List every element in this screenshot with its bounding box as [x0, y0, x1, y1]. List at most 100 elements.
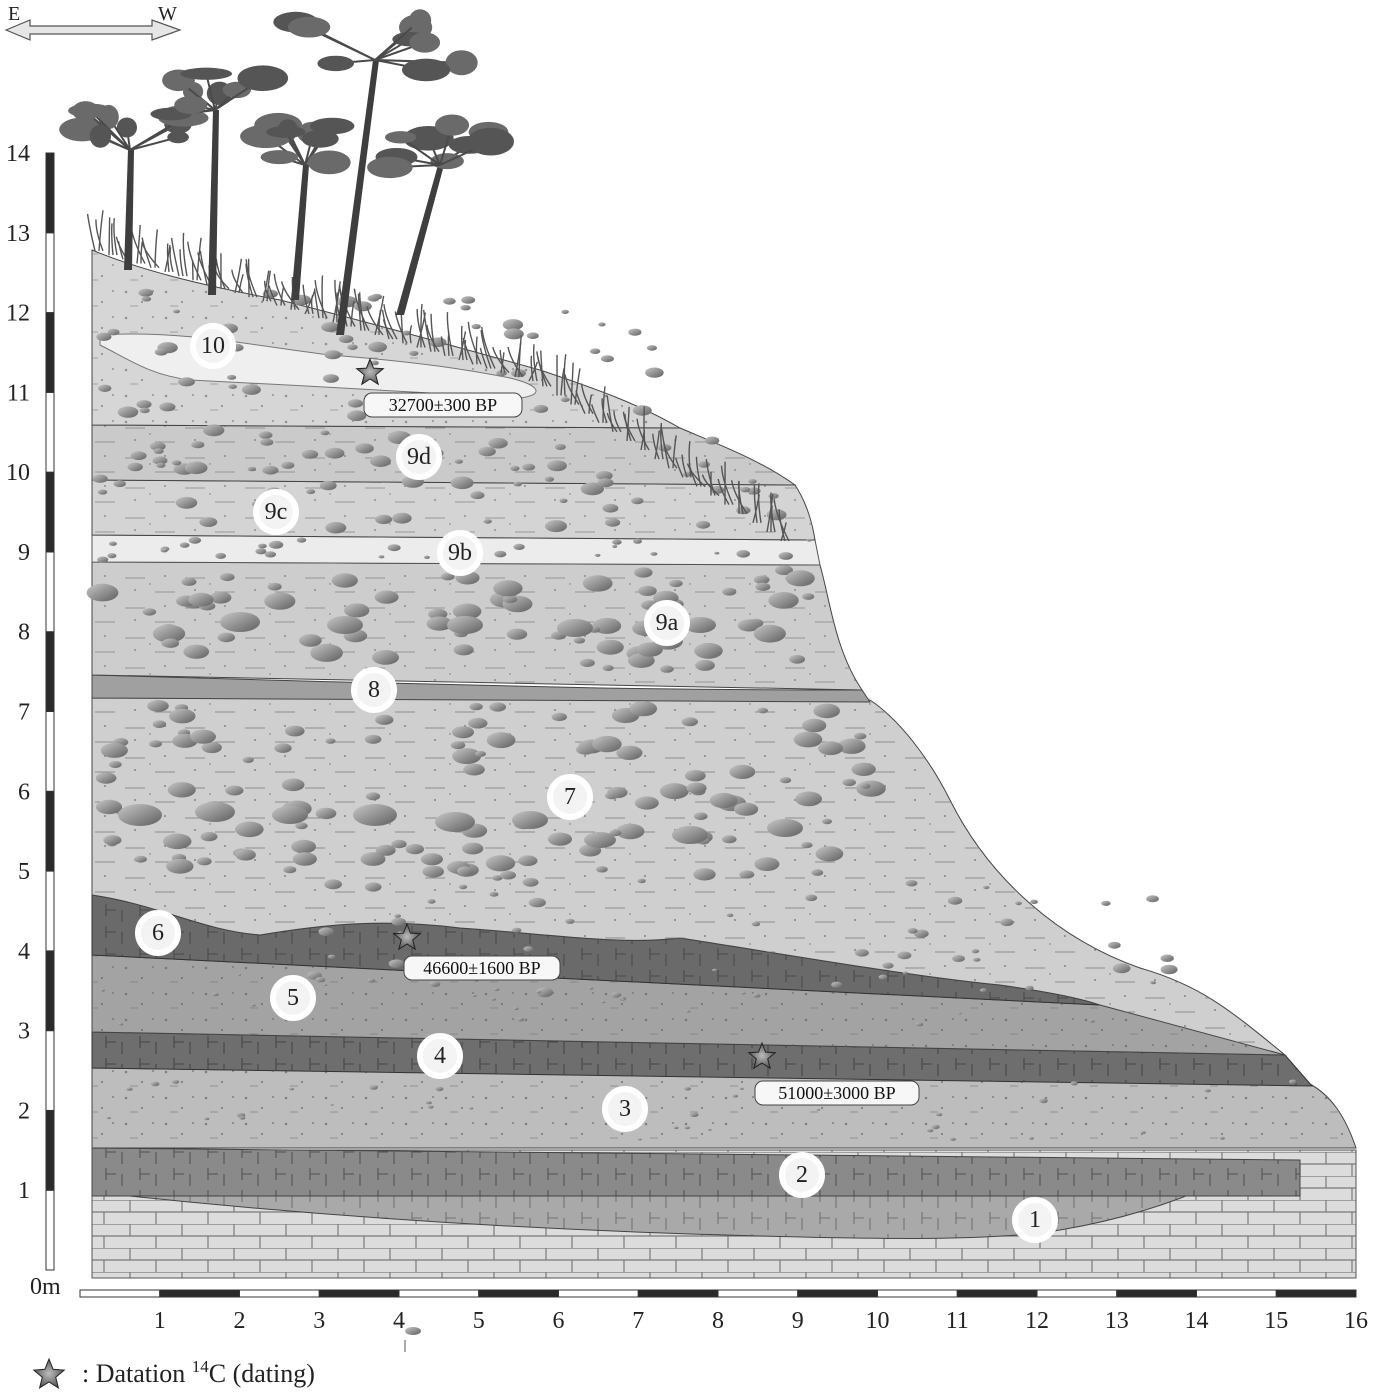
pebble — [324, 879, 342, 890]
pebble — [768, 592, 799, 609]
pebble — [242, 756, 254, 764]
label-east: E — [8, 3, 20, 25]
grass-blade — [540, 350, 544, 387]
hscale-tick-label: 10 — [866, 1308, 890, 1334]
pebble — [299, 634, 322, 647]
pebble — [860, 782, 871, 789]
pebble — [582, 575, 613, 592]
vscale-segment — [45, 870, 55, 952]
cobble — [118, 804, 162, 826]
grass-blade — [591, 404, 600, 424]
pebble — [681, 717, 698, 727]
pebble — [96, 332, 112, 341]
vscale-segment — [45, 312, 55, 393]
pebble — [602, 503, 619, 513]
pebble — [443, 297, 456, 305]
pebble — [203, 424, 225, 437]
pebble — [409, 350, 419, 356]
pebble — [489, 702, 507, 712]
pebble — [378, 555, 385, 559]
pebble — [228, 384, 238, 389]
tree-trunk — [336, 60, 379, 335]
pebble — [285, 725, 305, 737]
pebble — [913, 929, 929, 938]
grass-blade — [335, 292, 338, 323]
grass-blade — [179, 249, 184, 277]
vscale-segment — [45, 471, 55, 553]
hscale-segment — [1275, 1289, 1357, 1298]
pebble — [693, 812, 708, 820]
grass-blade — [262, 270, 270, 302]
pebble — [559, 498, 568, 504]
pebble — [267, 582, 282, 591]
vscale-segment — [45, 1030, 55, 1111]
pebble — [152, 624, 186, 643]
pebble — [118, 1022, 124, 1026]
pebble — [629, 701, 658, 717]
hscale-segment — [797, 1289, 878, 1298]
pebble — [324, 350, 342, 360]
tree-foliage — [445, 50, 478, 76]
pebble — [260, 438, 274, 446]
pebble — [220, 573, 235, 582]
grass-blade — [705, 459, 716, 496]
horizontal-scale: 1 2 3 4 5 6 7 8 9 10 11 12 13 14 15 16 — [79, 1289, 1368, 1334]
grass-blade — [500, 352, 505, 373]
pebble — [289, 1087, 295, 1091]
pebble — [153, 448, 164, 454]
vscale-segment — [45, 152, 55, 234]
pebble — [778, 552, 793, 560]
pebble — [602, 664, 614, 672]
pebble — [973, 957, 981, 962]
pebble — [754, 857, 780, 871]
grass-blade — [770, 505, 773, 532]
pebble — [822, 818, 832, 825]
pebble — [714, 551, 720, 555]
pebble — [331, 573, 358, 588]
pebble — [949, 1137, 957, 1141]
date-label-box — [363, 392, 523, 418]
pebble — [171, 460, 182, 466]
tree-foliage — [180, 67, 232, 80]
grass-blade — [199, 250, 208, 285]
grass-blade — [440, 336, 446, 357]
pebble — [191, 441, 205, 449]
pebble — [489, 891, 499, 897]
pebble — [171, 1079, 180, 1084]
grass-blade — [170, 237, 180, 277]
pebble — [471, 323, 481, 330]
pebble — [369, 1085, 378, 1090]
pebble — [367, 295, 380, 302]
pebble — [301, 449, 319, 459]
pebble — [785, 570, 815, 587]
legend-text: : Datation 14C (dating) — [82, 1357, 315, 1388]
layer-number: 3 — [619, 1096, 631, 1122]
pebble — [616, 823, 645, 840]
layer-badge: 10 — [190, 323, 236, 369]
cobble — [272, 806, 308, 824]
vscale-tick-label: 7 — [18, 700, 30, 726]
pebble — [726, 913, 734, 918]
small-pebble-mark — [404, 1327, 421, 1352]
pebble — [931, 1124, 940, 1130]
hscale-tick-label: 11 — [946, 1308, 969, 1334]
layer-number: 6 — [152, 920, 164, 946]
layer-badge: 5 — [270, 975, 316, 1021]
pebble — [897, 951, 912, 960]
pebble — [274, 743, 292, 753]
pebble — [1088, 1019, 1095, 1023]
pebble — [612, 544, 618, 548]
pebble — [795, 791, 822, 807]
hscale-tick-label: 9 — [792, 1308, 804, 1334]
pebble — [247, 466, 257, 472]
grass-blade — [108, 217, 111, 256]
pebble — [360, 852, 386, 866]
pebble — [736, 550, 750, 558]
label-west: W — [158, 3, 177, 25]
pebble — [506, 628, 528, 640]
pebble — [732, 1094, 739, 1098]
pebble — [281, 778, 305, 792]
layer-number: 5 — [287, 985, 299, 1011]
pebble — [684, 770, 706, 782]
pebble — [92, 474, 108, 483]
